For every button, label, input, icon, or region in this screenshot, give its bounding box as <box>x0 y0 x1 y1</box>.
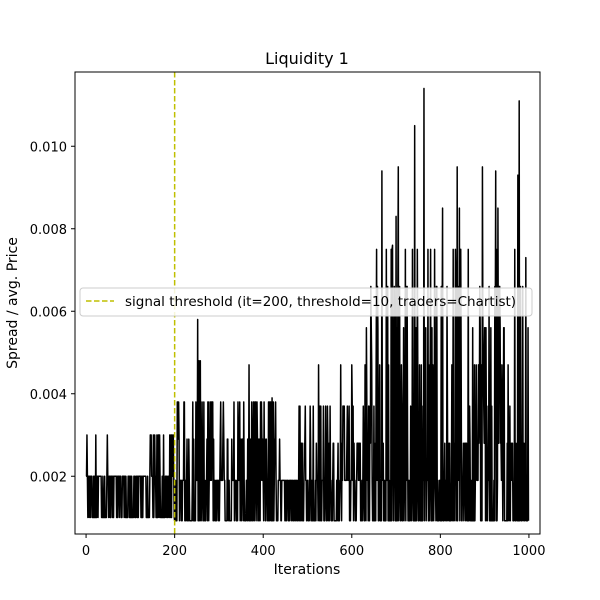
x-axis: 0 200 400 600 800 1000 <box>82 534 545 559</box>
x-tick-label: 600 <box>339 544 364 559</box>
y-axis-label: Spread / avg. Price <box>5 237 21 369</box>
x-tick-label: 400 <box>251 544 276 559</box>
plot-area <box>85 72 530 534</box>
plot-frame <box>74 71 541 535</box>
x-tick-label: 1000 <box>512 544 545 559</box>
legend: signal threshold (it=200, threshold=10, … <box>79 287 533 317</box>
legend-box <box>79 287 533 317</box>
x-axis-label: Iterations <box>274 562 341 578</box>
x-tick-label: 800 <box>428 544 453 559</box>
y-axis: 0.002 0.004 0.006 0.008 0.010 <box>30 140 75 485</box>
spread-series-line <box>85 87 530 522</box>
y-tick-label: 0.006 <box>30 305 67 320</box>
legend-threshold-label: signal threshold (it=200, threshold=10, … <box>125 294 516 310</box>
y-tick-label: 0.004 <box>30 388 67 403</box>
y-tick-label: 0.002 <box>30 470 67 485</box>
x-tick-label: 0 <box>82 544 90 559</box>
chart-title: Liquidity 1 <box>265 49 349 68</box>
y-tick-label: 0.008 <box>30 223 67 238</box>
x-tick-label: 200 <box>162 544 187 559</box>
y-tick-label: 0.010 <box>30 140 67 155</box>
